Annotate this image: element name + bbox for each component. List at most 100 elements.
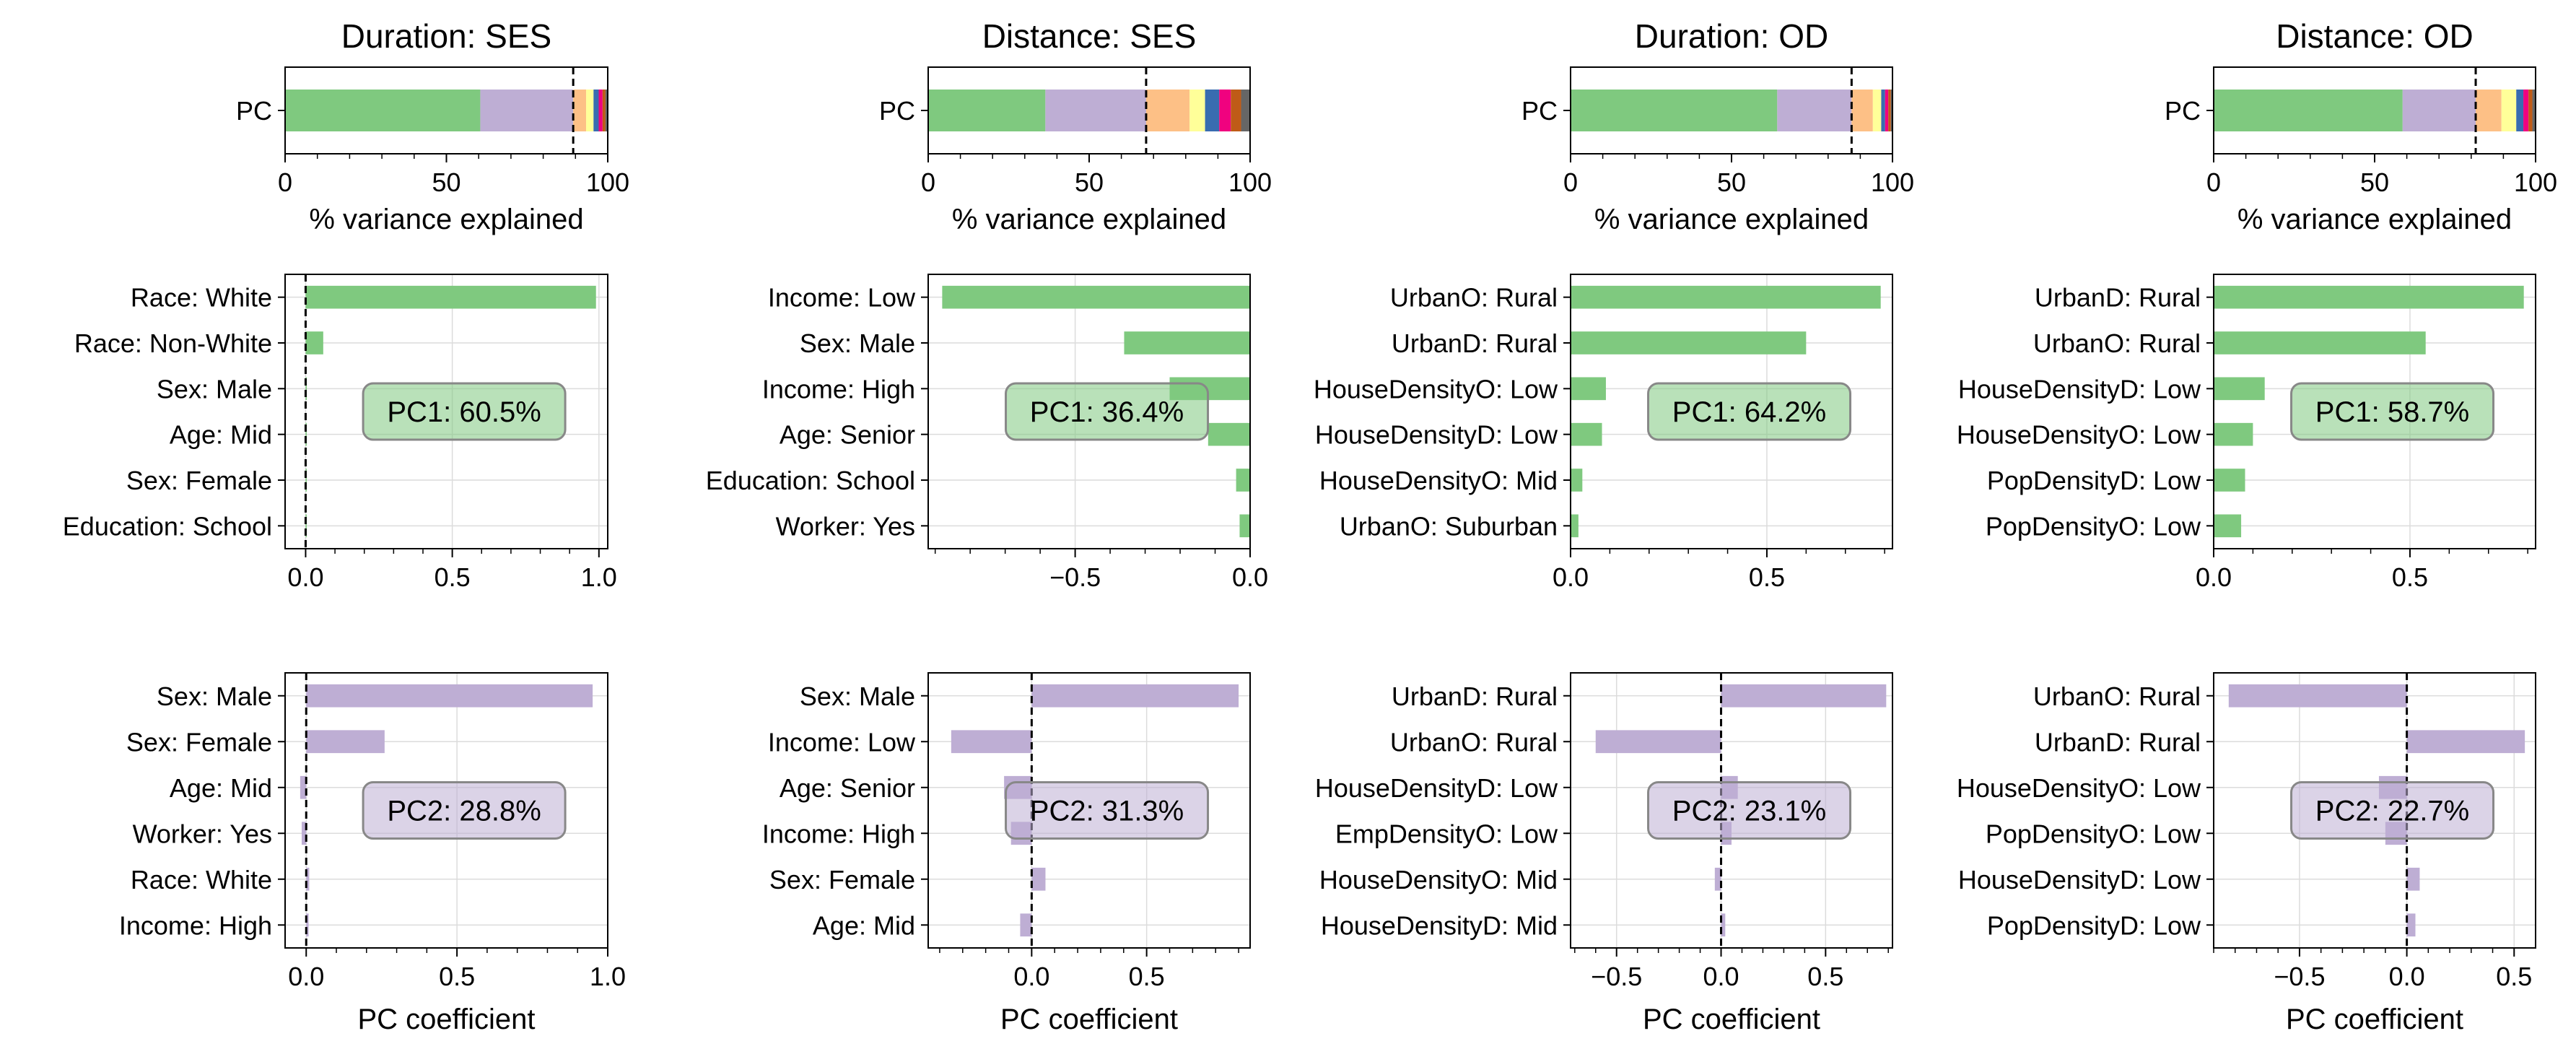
x-tick-label: 0: [1563, 167, 1578, 197]
category-label: Race: White: [131, 865, 272, 895]
pc-annotation: PC2: 28.8%: [387, 796, 541, 827]
category-label: Age: Senior: [780, 420, 915, 450]
coefficient-bar: [2228, 684, 2407, 708]
variance-segment: [1888, 90, 1891, 131]
coefficient-bar: [1721, 684, 1887, 708]
x-axis-label: PC coefficient: [1000, 1004, 1178, 1035]
category-label: Sex: Male: [157, 374, 272, 404]
coefficient-bar: [1571, 514, 1579, 538]
x-tick-label: −0.5: [2274, 962, 2325, 991]
variance-segment: [1189, 90, 1205, 131]
category-label: Race: White: [131, 283, 272, 313]
x-tick-label: 100: [1871, 167, 1914, 197]
category-label: Age: Senior: [780, 773, 915, 803]
coefficient-bar: [2214, 469, 2245, 492]
category-label: HouseDensityD: Mid: [1321, 910, 1558, 940]
category-label: Sex: Male: [800, 328, 915, 358]
variance-segment: [1219, 90, 1231, 131]
variance-segment: [1890, 90, 1892, 131]
panel-title: Distance: SES: [982, 17, 1197, 55]
coefficient-bar: [306, 913, 309, 937]
pc-annotation: PC2: 23.1%: [1672, 796, 1826, 827]
variance-panel: Duration: SES PC 0 50 100% variance explaine…: [236, 17, 629, 235]
category-label: HouseDensityO: Low: [1957, 773, 2201, 803]
coefficient-bar: [1714, 867, 1721, 891]
category-label: EmpDensityO: Low: [1335, 819, 1558, 848]
coefficient-bar: [305, 377, 307, 401]
x-axis-label: % variance explained: [952, 204, 1226, 235]
category-label: PopDensityD: Low: [1987, 466, 2201, 495]
pc-annotation: PC1: 60.5%: [387, 396, 541, 428]
variance-segment: [2476, 90, 2502, 131]
variance-segment: [480, 90, 574, 131]
coefficient-panel: Income: Low Sex: Male Income: High Age: Sen…: [706, 274, 1268, 592]
coefficient-bar: [2214, 377, 2265, 401]
category-label: Sex: Male: [800, 682, 915, 711]
coefficient-bar: [306, 684, 593, 708]
variance-panel: Distance: OD PC 0 50 100% variance explained: [2165, 17, 2557, 235]
variance-segment: [1881, 90, 1885, 131]
category-label: UrbanO: Rural: [1390, 727, 1558, 757]
x-tick-label: 50: [432, 167, 460, 197]
x-tick-label: 0.0: [1553, 562, 1589, 592]
pc-annotation-box: [2290, 781, 2495, 840]
x-tick-label: 100: [586, 167, 629, 197]
coefficient-bar: [1239, 514, 1250, 538]
x-tick-label: 0.5: [439, 962, 475, 991]
category-label: Education: School: [706, 466, 915, 495]
x-tick-label: 1.0: [581, 562, 617, 592]
coefficient-panel: UrbanD: Rural UrbanO: Rural HouseDensityD:…: [1315, 672, 1893, 1035]
coefficient-bar: [305, 422, 307, 446]
category-label: HouseDensityD: Low: [1315, 420, 1558, 450]
category-label: HouseDensityO: Mid: [1319, 466, 1558, 495]
panel-title: Duration: SES: [341, 17, 551, 55]
variance-panel: Distance: SES PC 0 50 100% variance explaine…: [879, 17, 1272, 235]
y-tick-label: PC: [236, 96, 272, 126]
coefficient-bar: [1571, 377, 1606, 401]
variance-segment: [1851, 90, 1873, 131]
coefficient-bar: [1571, 469, 1583, 492]
coefficient-bar: [1124, 331, 1250, 354]
variance-segment: [598, 90, 603, 131]
pc-annotation: PC1: 64.2%: [1672, 396, 1826, 428]
coefficient-bar: [951, 730, 1032, 754]
x-tick-label: 0.0: [1013, 962, 1049, 991]
coefficient-bar: [305, 514, 307, 538]
coefficient-bar: [1208, 422, 1250, 446]
pc-annotation-box: [362, 382, 567, 441]
variance-segment: [2516, 90, 2524, 131]
variance-segment: [2528, 90, 2533, 131]
x-tick-label: 50: [1717, 167, 1746, 197]
category-label: Sex: Female: [769, 865, 915, 895]
variance-segment: [928, 90, 1046, 131]
coefficient-bar: [1595, 730, 1721, 754]
x-tick-label: 0.0: [2196, 562, 2232, 592]
category-label: Sex: Female: [126, 727, 272, 757]
pc-annotation: PC1: 36.4%: [1030, 396, 1184, 428]
coefficient-bar: [2214, 285, 2524, 309]
variance-segment: [2402, 90, 2476, 131]
pc-annotation-box: [1005, 382, 1210, 441]
coefficient-bar: [2214, 422, 2253, 446]
y-tick-label: PC: [1521, 96, 1558, 126]
coefficient-bar: [1031, 684, 1239, 708]
y-tick-label: PC: [879, 96, 915, 126]
coefficient-bar: [305, 469, 307, 492]
category-label: Income: Low: [768, 727, 916, 757]
category-label: Age: Mid: [170, 773, 272, 803]
category-label: HouseDensityO: Low: [1957, 420, 2201, 450]
category-label: HouseDensityO: Mid: [1319, 865, 1558, 895]
coefficient-bar: [1721, 913, 1726, 937]
axes-frame: [927, 672, 1251, 949]
category-label: Sex: Male: [157, 682, 272, 711]
category-label: PopDensityO: Low: [1986, 819, 2201, 848]
x-axis-label: % variance explained: [1594, 204, 1869, 235]
pc-annotation-box: [1647, 382, 1852, 441]
x-tick-label: 0.5: [1129, 962, 1165, 991]
coefficient-bar: [1236, 469, 1250, 492]
variance-segment: [2214, 90, 2403, 131]
axes-frame: [1570, 672, 1893, 949]
coefficient-panel: Sex: Male Sex: Female Age: Mid Worker: Yes R…: [119, 672, 626, 1035]
coefficient-bar: [1571, 331, 1807, 354]
coefficient-bar: [1020, 913, 1032, 937]
